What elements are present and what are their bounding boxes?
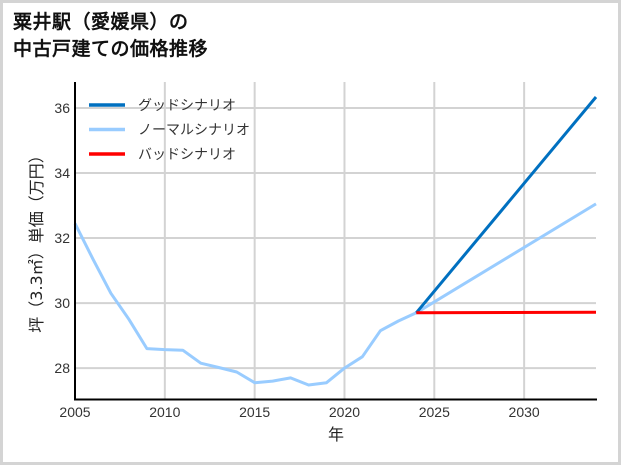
y-tick-labels: 28 30 32 34 36: [54, 100, 70, 376]
x-tick-label: 2020: [329, 404, 360, 420]
y-tick-label: 36: [54, 100, 70, 116]
chart-title-line1: 粟井駅（愛媛県）の: [13, 11, 189, 33]
legend-label: グッドシナリオ: [138, 98, 236, 114]
x-tick-label: 2025: [419, 404, 450, 420]
x-tick-labels: 2005 2010 2015 2020 2025 2030: [59, 404, 539, 420]
series-lines: [73, 96, 598, 387]
x-axis-label: 年: [328, 425, 344, 444]
legend-label: ノーマルシナリオ: [138, 123, 250, 139]
y-axis-label: 坪（3.3㎡）単価（万円）: [27, 147, 46, 332]
gridlines: [75, 82, 596, 399]
good-scenario-line: [415, 96, 598, 314]
y-tick-label: 34: [54, 165, 70, 181]
axes: [74, 82, 597, 401]
bad-scenario-line: [416, 310, 597, 315]
normal-scenario-line: [73, 202, 597, 387]
x-tick-label: 2030: [509, 404, 540, 420]
x-tick-label: 2015: [239, 404, 270, 420]
y-tick-label: 28: [54, 360, 70, 376]
x-tick-label: 2010: [149, 404, 180, 420]
legend-label: バッドシナリオ: [138, 147, 236, 163]
chart-title-line2: 中古戸建ての価格推移: [13, 38, 209, 60]
chart-title: 粟井駅（愛媛県）の 中古戸建ての価格推移: [13, 9, 208, 63]
legend-item-bad: バッドシナリオ: [89, 147, 236, 163]
y-tick-label: 30: [54, 295, 70, 311]
legend-item-normal: ノーマルシナリオ: [89, 123, 250, 139]
y-tick-label: 32: [54, 230, 70, 246]
legend-item-good: グッドシナリオ: [89, 98, 236, 114]
x-tick-label: 2005: [59, 404, 90, 420]
